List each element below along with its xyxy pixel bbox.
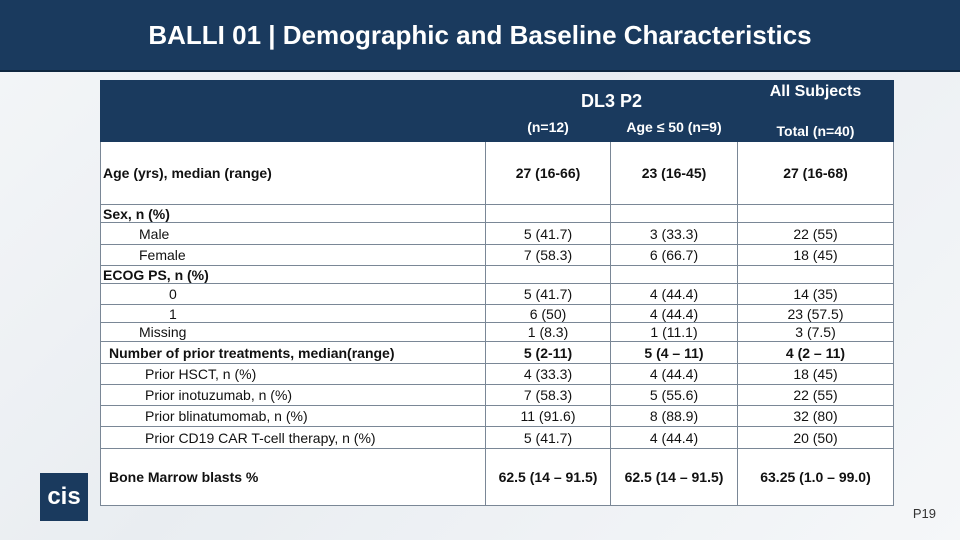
cell: 32 (80) [737, 405, 894, 427]
table-row: Sex, n (%) [100, 204, 894, 223]
cell: 18 (45) [737, 363, 894, 385]
cell: 6 (66.7) [610, 244, 738, 266]
cell: 14 (35) [737, 283, 894, 305]
cell: 62.5 (14 – 91.5) [610, 448, 738, 506]
cell: 5 (41.7) [485, 426, 611, 449]
table-row: Prior CD19 CAR T-cell therapy, n (%) 5 (4… [100, 426, 894, 449]
cell: 23 (57.5) [737, 304, 894, 323]
logo: cis [40, 473, 88, 521]
cell: 5 (4 – 11) [610, 341, 738, 364]
cell [737, 204, 894, 223]
row-label: Missing [100, 322, 486, 342]
row-label: Prior HSCT, n (%) [100, 363, 486, 385]
cell: 3 (33.3) [610, 222, 738, 245]
header-row: (n=12) Age ≤ 50 (n=9) Total (n=40) [101, 112, 894, 142]
header-cell: (n=12) [485, 112, 611, 142]
cell [737, 265, 894, 284]
row-label: Number of prior treatments, median(range… [100, 341, 486, 364]
table-row: Male 5 (41.7) 3 (33.3) 22 (55) [100, 222, 894, 245]
cell [610, 265, 738, 284]
cell: 4 (44.4) [610, 283, 738, 305]
cell: 63.25 (1.0 – 99.0) [737, 448, 894, 506]
row-label: Bone Marrow blasts % [100, 448, 486, 506]
cell [610, 204, 738, 223]
table-row: Missing 1 (8.3) 1 (11.1) 3 (7.5) [100, 322, 894, 342]
cell: 1 (8.3) [485, 322, 611, 342]
page-number: P19 [912, 506, 936, 521]
cell: 3 (7.5) [737, 322, 894, 342]
cell [485, 265, 611, 284]
table: DL3 P2 All Subjects (n=12) Age ≤ 50 (n=9… [100, 80, 894, 506]
table-row: ECOG PS, n (%) [100, 265, 894, 284]
slide-title: BALLI 01 | Demographic and Baseline Char… [0, 0, 960, 72]
table-row: Female 7 (58.3) 6 (66.7) 18 (45) [100, 244, 894, 266]
row-label: Male [100, 222, 486, 245]
row-label: 0 [100, 283, 486, 305]
cell: 4 (33.3) [485, 363, 611, 385]
cell: 22 (55) [737, 384, 894, 406]
table-row: Prior HSCT, n (%) 4 (33.3) 4 (44.4) 18 (45) [100, 363, 894, 385]
table-row: Bone Marrow blasts % 62.5 (14 – 91.5) 62.5… [100, 448, 894, 506]
header-cell: Total (n=40) [737, 112, 894, 142]
cell: 5 (41.7) [485, 222, 611, 245]
cell: 5 (2-11) [485, 341, 611, 364]
cell: 6 (50) [485, 304, 611, 323]
header-cell: Age ≤ 50 (n=9) [610, 112, 738, 142]
header-cell: DL3 P2 [485, 80, 738, 113]
header-cell [100, 80, 486, 142]
header-row: DL3 P2 All Subjects [100, 80, 894, 142]
table-row: Prior inotuzumab, n (%) 7 (58.3) 5 (55.6) 2… [100, 384, 894, 406]
cell: 7 (58.3) [485, 244, 611, 266]
row-label: ECOG PS, n (%) [100, 265, 486, 284]
table-row: Number of prior treatments, median(range… [100, 341, 894, 364]
row-label: Age (yrs), median (range) [100, 141, 486, 205]
cell: 11 (91.6) [485, 405, 611, 427]
cell: 4 (44.4) [610, 426, 738, 449]
cell: 23 (16-45) [610, 141, 738, 205]
row-label: Prior inotuzumab, n (%) [100, 384, 486, 406]
cell [485, 204, 611, 223]
cell: 4 (2 – 11) [737, 341, 894, 364]
cell: 7 (58.3) [485, 384, 611, 406]
cell: 20 (50) [737, 426, 894, 449]
table-row: Prior blinatumomab, n (%) 11 (91.6) 8 (88.… [100, 405, 894, 427]
cell: 5 (55.6) [610, 384, 738, 406]
cell: 4 (44.4) [610, 304, 738, 323]
cell: 8 (88.9) [610, 405, 738, 427]
cell: 22 (55) [737, 222, 894, 245]
cell: 18 (45) [737, 244, 894, 266]
row-label: Female [100, 244, 486, 266]
cell: 62.5 (14 – 91.5) [485, 448, 611, 506]
table-row: Age (yrs), median (range) 27 (16-66) 23 (1… [100, 141, 894, 205]
header-cell: All Subjects [737, 80, 894, 113]
row-label: Prior CD19 CAR T-cell therapy, n (%) [100, 426, 486, 449]
row-label: 1 [100, 304, 486, 323]
cell: 5 (41.7) [485, 283, 611, 305]
row-label: Prior blinatumomab, n (%) [100, 405, 486, 427]
cell: 27 (16-66) [485, 141, 611, 205]
cell: 4 (44.4) [610, 363, 738, 385]
row-label: Sex, n (%) [100, 204, 486, 223]
cell: 27 (16-68) [737, 141, 894, 205]
cell: 1 (11.1) [610, 322, 738, 342]
